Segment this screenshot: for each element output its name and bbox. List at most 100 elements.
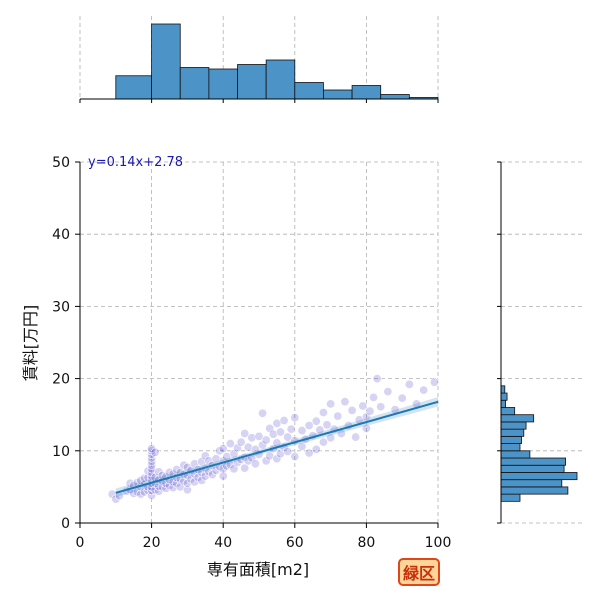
right-histogram-bar (500, 486, 569, 495)
scatter-point (419, 385, 429, 395)
scatter-point (297, 441, 307, 451)
scatter-point (143, 486, 153, 496)
right-histogram-bar (500, 450, 531, 459)
scatter-point (311, 444, 321, 454)
scatter-point (147, 471, 157, 481)
scatter-point (326, 399, 336, 409)
scatter-point (318, 437, 328, 447)
scatter-point (369, 392, 379, 402)
main-axes (79, 162, 438, 524)
right-histogram-bar (500, 472, 578, 481)
scatter-point (272, 418, 282, 428)
scatter-point (261, 456, 271, 466)
y-tick-label: 20 (52, 372, 70, 388)
top-histogram (115, 23, 439, 100)
right-histogram-bar (500, 493, 521, 502)
scatter-point (275, 427, 285, 437)
y-tick-label: 10 (52, 444, 70, 460)
scatter-point (129, 488, 139, 498)
scatter-point (236, 437, 246, 447)
scatter-point (154, 467, 164, 477)
scatter-point (225, 439, 235, 449)
scatter-point (107, 489, 117, 499)
scatter-point (286, 424, 296, 434)
scatter-point (240, 463, 250, 473)
right-histogram-bar (500, 407, 516, 416)
scatter-point (243, 442, 253, 452)
scatter-point (340, 397, 350, 407)
district-badge: 緑区 (398, 558, 440, 586)
right-histogram-bar (500, 443, 521, 452)
scatter-point (397, 393, 407, 403)
main-grid (79, 161, 439, 524)
right-histogram-bar (500, 385, 506, 394)
scatter-point (182, 485, 192, 495)
x-tick-label: 40 (214, 535, 232, 551)
scatter-point (279, 415, 289, 425)
top-histogram-axis (79, 98, 439, 103)
scatter-point (190, 459, 200, 469)
scatter-point (297, 426, 307, 436)
scatter-point (258, 408, 268, 418)
top-histogram-bar (208, 68, 238, 100)
top-histogram-bar (115, 75, 153, 100)
y-tick-label: 50 (52, 155, 70, 171)
y-tick-label: 30 (52, 299, 70, 315)
scatter-point (311, 416, 321, 426)
scatter-point (358, 401, 368, 411)
scatter-point (229, 449, 239, 459)
scatter-point (211, 465, 221, 475)
right-histogram-bar (500, 435, 522, 444)
scatter-point (161, 483, 171, 493)
top-histogram-bar (179, 67, 210, 100)
scatter-point (243, 456, 253, 466)
scatter-point (147, 486, 157, 496)
scatter-point (150, 447, 160, 457)
scatter-point (200, 451, 210, 461)
scatter-point (304, 448, 314, 458)
scatter-points (107, 374, 439, 504)
scatter-point (139, 487, 149, 497)
scatter-point (265, 423, 275, 433)
scatter-point (254, 431, 264, 441)
right-histogram-bar (500, 428, 525, 437)
right-histogram-bar (500, 479, 563, 488)
scatter-point (147, 457, 157, 467)
scatter-point (351, 432, 361, 442)
equation-label: y=0.14x+2.78 (88, 155, 183, 170)
scatter-point (322, 420, 332, 430)
scatter-point (147, 467, 157, 477)
right-histogram-bar (500, 421, 527, 430)
right-histogram-bar (500, 464, 565, 473)
right-histogram-grid (501, 161, 585, 524)
scatter-point (290, 413, 300, 423)
top-histogram-bar (380, 94, 410, 100)
scatter-point (326, 433, 336, 443)
x-tick-label: 80 (357, 535, 375, 551)
scatter-point (147, 460, 157, 470)
x-tick-label: 100 (425, 535, 452, 551)
top-histogram-bar (151, 23, 181, 100)
scatter-point (283, 447, 293, 457)
right-histogram-bar (500, 392, 508, 401)
right-histogram-axis (497, 161, 502, 524)
y-axis-label: 賃料[万円] (21, 305, 40, 382)
scatter-point (218, 444, 228, 454)
right-histogram-bar (500, 399, 506, 408)
scatter-point (304, 421, 314, 431)
scatter-point (139, 473, 149, 483)
scatter-point (347, 405, 357, 415)
scatter-point (147, 464, 157, 474)
scatter-point (193, 473, 203, 483)
x-tick-label: 60 (286, 535, 304, 551)
x-tick-label: 0 (76, 535, 85, 551)
scatter-point (429, 377, 439, 387)
scatter-point (318, 408, 328, 418)
scatter-point (172, 465, 182, 475)
scatter-point (154, 481, 164, 491)
scatter-point (376, 402, 386, 412)
right-histogram-bar (500, 414, 535, 423)
regression-line (115, 400, 439, 494)
scatter-point (233, 443, 243, 453)
